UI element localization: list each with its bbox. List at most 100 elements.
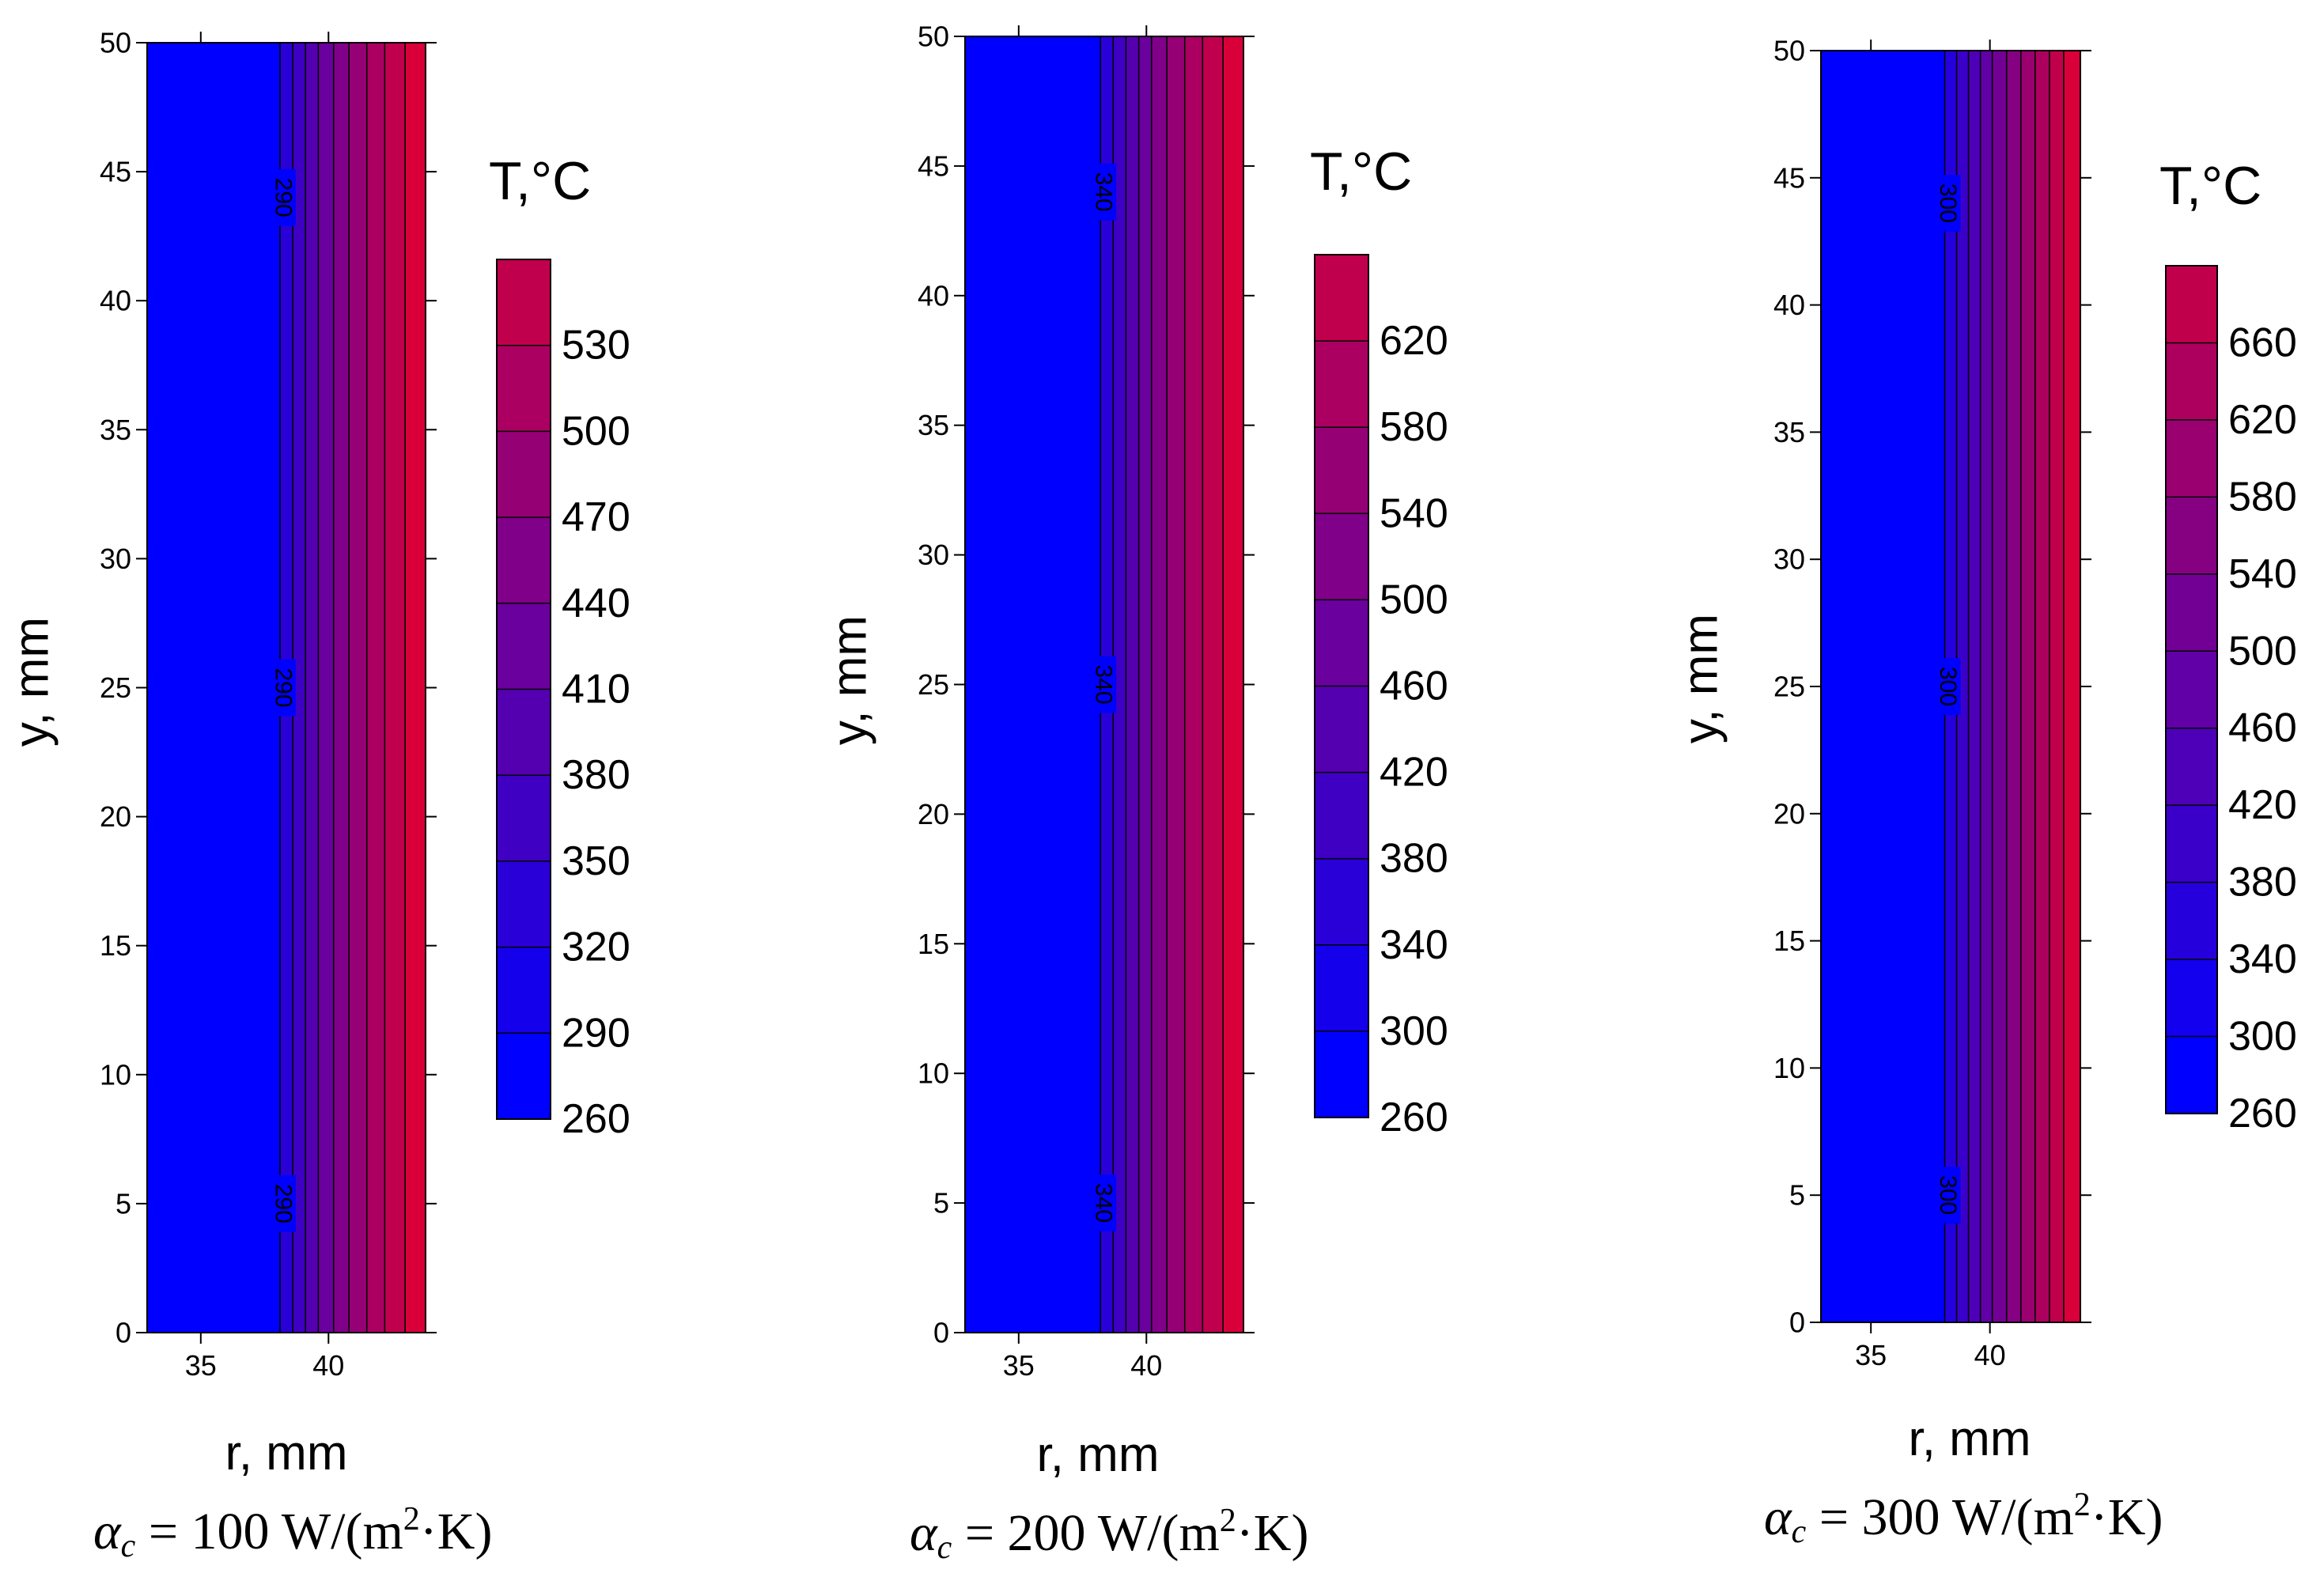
colorbar-band — [2166, 651, 2217, 728]
contour-label: 290 — [270, 667, 296, 707]
colorbar-band — [2166, 1036, 2217, 1114]
contour-band — [1113, 36, 1126, 1333]
colorbar-tick-label: 580 — [1380, 404, 1448, 450]
colorbar-tick-label: 340 — [1380, 922, 1448, 968]
colorbar-tick-label: 500 — [562, 408, 630, 454]
y-tick-label: 35 — [918, 409, 949, 441]
colorbar-band — [497, 517, 551, 603]
contour-band — [1992, 51, 2007, 1322]
colorbar-band — [2166, 573, 2217, 652]
colorbar-tick-label: 320 — [562, 925, 630, 970]
contour-band — [1202, 36, 1224, 1333]
contour-band — [965, 36, 1101, 1333]
y-tick-label: 45 — [100, 156, 131, 188]
contour-band — [366, 43, 385, 1333]
y-tick-label: 40 — [918, 279, 949, 312]
colorbar-tick-label: 540 — [2228, 551, 2297, 597]
colorbar-tick-label: 470 — [562, 494, 630, 540]
y-tick-label: 50 — [1773, 35, 1805, 67]
contour-label: 340 — [1091, 1183, 1117, 1223]
colorbar-band — [1315, 686, 1368, 773]
y-tick-label: 50 — [100, 27, 131, 59]
panel-caption: αc = 100 W/(m2·K) — [93, 1501, 492, 1564]
contour-band — [384, 43, 406, 1333]
y-tick-label: 25 — [100, 671, 131, 704]
colorbar-tick-label: 420 — [1380, 750, 1448, 796]
colorbar-title: T,°C — [2159, 156, 2262, 216]
colorbar-tick-label: 500 — [1380, 577, 1448, 622]
y-axis-title: y, mm — [823, 615, 877, 745]
x-axis-title: r, mm — [1037, 1428, 1160, 1482]
chart-panel-1: 290 290 290 0 5 10 15 20 25 30 35 40 45 50 35 40 r, mm y,… — [5, 27, 630, 1565]
contour-label: 300 — [1935, 1175, 1961, 1215]
colorbar-tick-label: 530 — [562, 323, 630, 369]
chart-panel-3: 300 300 300 0 5 10 15 20 25 30 35 40 45 50 35 40 r, mm y,… — [1674, 35, 2297, 1551]
colorbar-band — [1315, 1031, 1368, 1118]
colorbar-band — [497, 259, 551, 346]
colorbar-tick-label: 540 — [1380, 490, 1448, 536]
contour-band — [2020, 51, 2035, 1322]
y-tick-label: 15 — [1773, 925, 1805, 957]
colorbar-tick-label: 300 — [1380, 1008, 1448, 1054]
colorbar-band — [2166, 805, 2217, 883]
colorbar-band — [1315, 944, 1368, 1031]
y-tick-label: 0 — [115, 1317, 131, 1349]
contour-label: 300 — [1935, 183, 1961, 223]
y-tick-label: 10 — [100, 1058, 131, 1091]
y-tick-label: 5 — [115, 1187, 131, 1220]
contour-band — [2049, 51, 2064, 1322]
y-tick-label: 25 — [1773, 671, 1805, 703]
contour-band — [2063, 51, 2080, 1322]
x-tick-label: 40 — [1974, 1339, 2006, 1371]
y-tick-label: 5 — [1789, 1179, 1805, 1212]
y-tick-label: 40 — [1773, 289, 1805, 321]
colorbar-tick-label: 290 — [562, 1010, 630, 1056]
colorbar-band — [497, 1033, 551, 1119]
colorbar-band — [1315, 599, 1368, 686]
y-tick-label: 45 — [1773, 161, 1805, 194]
colorbar-band — [1315, 858, 1368, 945]
y-tick-label: 25 — [918, 668, 949, 701]
y-tick-label: 20 — [1773, 797, 1805, 830]
contour-label: 340 — [1091, 172, 1117, 212]
y-axis-title: y, mm — [5, 617, 59, 747]
contour-band — [1167, 36, 1185, 1333]
colorbar-tick-label: 500 — [2228, 628, 2297, 674]
colorbar-tick-label: 340 — [2228, 936, 2297, 982]
contour-label-bg — [270, 659, 296, 717]
colorbar-tick-label: 460 — [2228, 705, 2297, 751]
contour-label: 340 — [1091, 664, 1117, 704]
colorbar-tick-label: 620 — [1380, 318, 1448, 364]
contour-band — [318, 43, 334, 1333]
colorbar-band — [1315, 255, 1368, 342]
colorbar-band — [1315, 427, 1368, 514]
contour-band — [1980, 51, 1993, 1322]
contour-band — [1126, 36, 1139, 1333]
y-tick-label: 35 — [1773, 416, 1805, 448]
contour-label-bg — [1091, 1174, 1117, 1232]
colorbar-tick-label: 410 — [562, 667, 630, 713]
y-tick-label: 15 — [100, 929, 131, 962]
colorbar-band — [2166, 728, 2217, 806]
contour-band — [147, 43, 280, 1333]
colorbar-band — [2166, 266, 2217, 343]
colorbar-band — [497, 689, 551, 776]
colorbar-band — [497, 775, 551, 861]
colorbar-band — [1315, 341, 1368, 428]
contour-band — [1968, 51, 1981, 1322]
contour-band — [305, 43, 319, 1333]
contour-band — [1821, 51, 1945, 1322]
y-tick-label: 0 — [933, 1317, 949, 1349]
colorbar-band — [497, 860, 551, 947]
colorbar-band — [497, 947, 551, 1034]
y-tick-label: 10 — [918, 1057, 949, 1090]
y-axis-title: y, mm — [1674, 614, 1728, 743]
colorbar-band — [1315, 513, 1368, 600]
x-tick-label: 35 — [185, 1349, 217, 1382]
y-tick-label: 10 — [1773, 1052, 1805, 1084]
x-tick-label: 40 — [1130, 1349, 1162, 1382]
colorbar-frame — [1314, 254, 1369, 1118]
y-tick-label: 30 — [1773, 543, 1805, 576]
colorbar-tick-label: 380 — [2228, 860, 2297, 906]
